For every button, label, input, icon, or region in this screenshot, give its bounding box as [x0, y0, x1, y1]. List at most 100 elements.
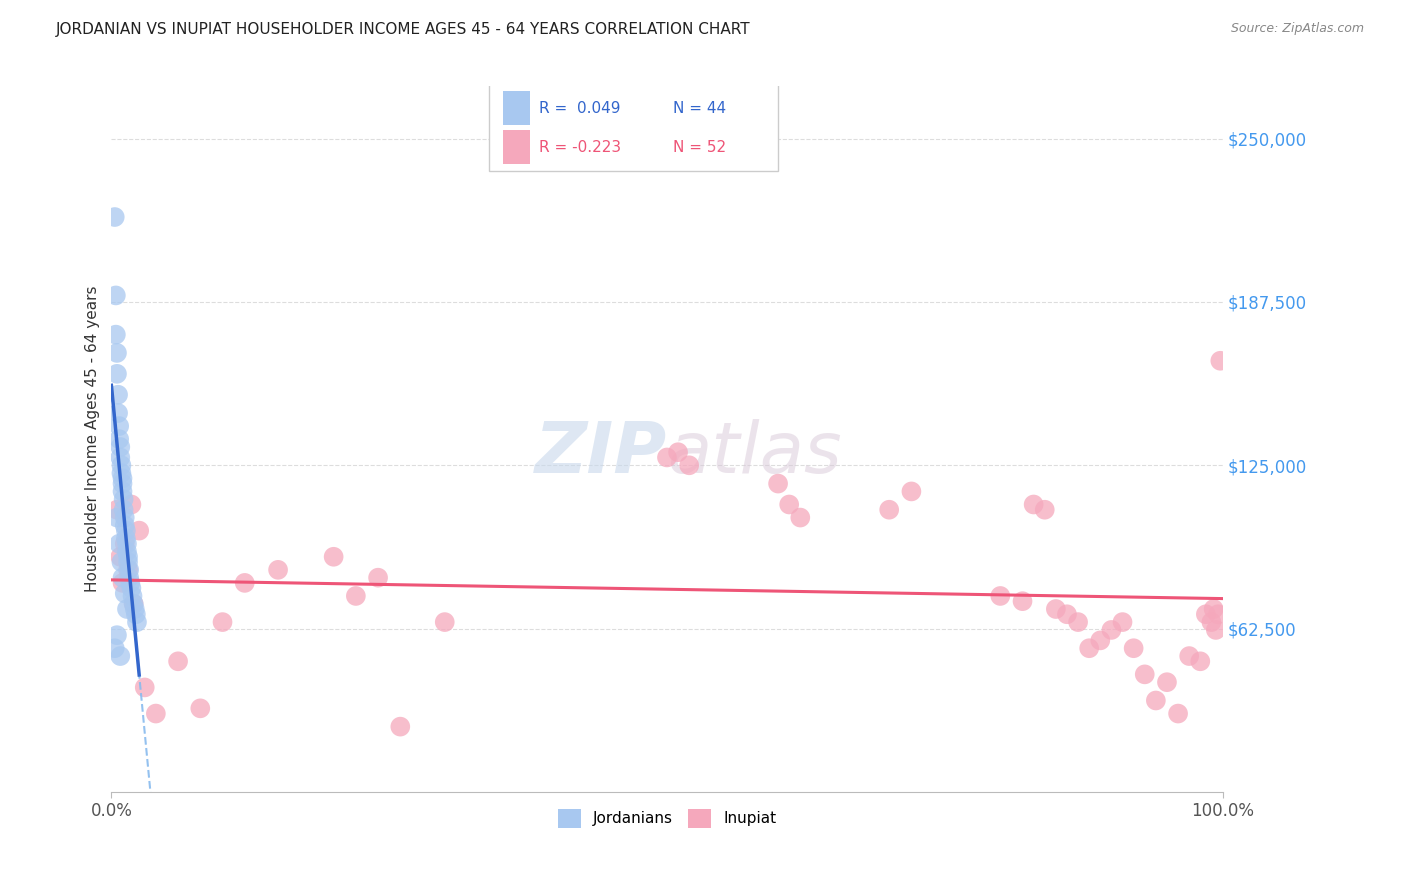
- Point: [1122, 641, 1144, 656]
- Point: [1022, 498, 1045, 512]
- Point: [1202, 602, 1225, 616]
- Point: [110, 450, 132, 465]
- Point: [122, 597, 145, 611]
- Point: [115, 537, 138, 551]
- Point: [105, 367, 128, 381]
- Point: [121, 589, 143, 603]
- Point: [900, 484, 922, 499]
- Point: [877, 502, 900, 516]
- Point: [128, 524, 150, 538]
- Point: [167, 654, 190, 668]
- Point: [105, 502, 128, 516]
- Point: [1156, 675, 1178, 690]
- Point: [111, 484, 134, 499]
- Point: [111, 575, 134, 590]
- Point: [104, 641, 127, 656]
- Point: [1099, 623, 1122, 637]
- Point: [1078, 641, 1101, 656]
- Point: [117, 563, 139, 577]
- Point: [110, 466, 132, 480]
- Text: R =  0.049: R = 0.049: [538, 101, 620, 116]
- Point: [114, 586, 136, 600]
- Point: [117, 555, 139, 569]
- Point: [112, 492, 135, 507]
- Text: atlas: atlas: [666, 418, 842, 488]
- Point: [188, 701, 211, 715]
- Y-axis label: Householder Income Ages 45 - 64 years: Householder Income Ages 45 - 64 years: [86, 286, 100, 592]
- Point: [134, 681, 156, 695]
- Point: [655, 450, 678, 465]
- Point: [789, 510, 811, 524]
- Point: [111, 471, 134, 485]
- FancyBboxPatch shape: [489, 79, 778, 171]
- Point: [1056, 607, 1078, 622]
- Point: [114, 537, 136, 551]
- Point: [114, 518, 136, 533]
- Point: [389, 720, 412, 734]
- Point: [120, 575, 142, 590]
- Point: [1167, 706, 1189, 721]
- Point: [115, 524, 138, 538]
- Point: [104, 327, 127, 342]
- Point: [114, 510, 136, 524]
- Text: R = -0.223: R = -0.223: [538, 139, 621, 154]
- Point: [104, 210, 127, 224]
- Point: [344, 589, 367, 603]
- Point: [1011, 594, 1033, 608]
- Legend: Jordanians, Inupiat: Jordanians, Inupiat: [551, 803, 782, 834]
- Text: Source: ZipAtlas.com: Source: ZipAtlas.com: [1230, 22, 1364, 36]
- Point: [766, 476, 789, 491]
- Point: [1111, 615, 1133, 629]
- Point: [118, 571, 141, 585]
- Point: [111, 476, 134, 491]
- Point: [108, 537, 131, 551]
- Point: [1201, 615, 1223, 629]
- Point: [1144, 693, 1167, 707]
- Point: [145, 706, 167, 721]
- Point: [110, 549, 132, 564]
- Point: [122, 597, 145, 611]
- Bar: [502, 130, 530, 164]
- Point: [105, 628, 128, 642]
- Point: [108, 419, 131, 434]
- Point: [110, 649, 132, 664]
- Point: [124, 602, 146, 616]
- Point: [1033, 502, 1056, 516]
- Point: [117, 549, 139, 564]
- Point: [267, 563, 290, 577]
- Point: [110, 555, 132, 569]
- Point: [1178, 649, 1201, 664]
- Point: [988, 589, 1011, 603]
- Point: [111, 571, 134, 585]
- Point: [108, 432, 131, 446]
- Point: [1067, 615, 1090, 629]
- Point: [233, 575, 256, 590]
- Point: [322, 549, 344, 564]
- Text: JORDANIAN VS INUPIAT HOUSEHOLDER INCOME AGES 45 - 64 YEARS CORRELATION CHART: JORDANIAN VS INUPIAT HOUSEHOLDER INCOME …: [56, 22, 751, 37]
- Point: [118, 563, 141, 577]
- Point: [1133, 667, 1156, 681]
- Point: [1045, 602, 1067, 616]
- Point: [433, 615, 456, 629]
- Point: [1206, 607, 1229, 622]
- Point: [115, 532, 138, 546]
- Point: [110, 440, 132, 454]
- Point: [778, 498, 800, 512]
- Point: [666, 445, 689, 459]
- Text: N = 44: N = 44: [672, 101, 725, 116]
- Bar: [502, 91, 530, 125]
- Point: [125, 607, 148, 622]
- Point: [1205, 623, 1227, 637]
- Point: [125, 615, 148, 629]
- Point: [105, 510, 128, 524]
- Point: [115, 544, 138, 558]
- Point: [107, 388, 129, 402]
- Point: [115, 602, 138, 616]
- Point: [107, 406, 129, 420]
- Point: [1209, 353, 1232, 368]
- Point: [1090, 633, 1112, 648]
- Point: [120, 498, 142, 512]
- Point: [1189, 654, 1212, 668]
- Point: [211, 615, 233, 629]
- Point: [110, 458, 132, 473]
